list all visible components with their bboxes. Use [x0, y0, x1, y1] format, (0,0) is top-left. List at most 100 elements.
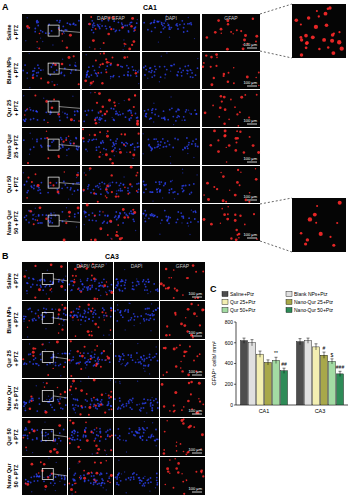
nucleus-stain [43, 316, 45, 318]
nucleus-stain [110, 238, 111, 239]
nucleus-stain [118, 103, 119, 104]
nucleus-stain [188, 142, 190, 144]
astrocyte-stain [213, 77, 215, 79]
nucleus-stain [159, 66, 161, 68]
astrocyte-stain [57, 191, 60, 194]
panel-label: A [2, 2, 9, 12]
astrocyte-stain [256, 94, 258, 96]
astrocyte-stain [333, 32, 335, 34]
astrocyte-stain [223, 73, 226, 76]
nucleus-stain [116, 182, 118, 184]
nucleus-stain [77, 189, 79, 191]
astrocyte-stain [325, 23, 329, 27]
nucleus-stain [124, 282, 126, 284]
nucleus-stain [35, 357, 37, 359]
astrocyte-stain [105, 71, 107, 73]
nucleus-stain [58, 281, 60, 283]
astrocyte-stain [129, 183, 131, 185]
nucleus-stain [110, 307, 112, 309]
row-label-line: Nano Qur [6, 209, 12, 235]
nucleus-stain [148, 319, 150, 321]
astrocyte-stain [94, 48, 96, 50]
nucleus-stain [127, 71, 129, 73]
nucleus-stain [105, 149, 107, 151]
nucleus-stain [197, 67, 199, 69]
nucleus-stain [173, 124, 174, 125]
nucleus-stain [177, 110, 178, 111]
scale-bar [192, 297, 202, 298]
micrograph [22, 128, 80, 165]
row-label-line: + PTZ [13, 62, 19, 78]
nucleus-stain [36, 111, 38, 113]
nucleus-stain [37, 309, 39, 311]
astrocyte-stain [176, 289, 179, 292]
astrocyte-stain [30, 395, 32, 397]
nucleus-stain [145, 402, 147, 404]
nucleus-stain [114, 147, 116, 149]
nucleus-stain [25, 219, 27, 221]
nucleus-stain [106, 315, 108, 317]
nucleus-stain [88, 376, 89, 377]
nucleus-stain [98, 73, 99, 74]
astrocyte-stain [108, 395, 110, 397]
nucleus-stain [85, 316, 87, 318]
astrocyte-stain [190, 381, 193, 384]
nucleus-stain [133, 319, 135, 321]
nucleus-stain [85, 406, 87, 408]
astrocyte-stain [58, 332, 60, 334]
micrograph [202, 166, 260, 203]
micrograph [22, 90, 80, 127]
nucleus-stain [49, 342, 50, 343]
astrocyte-stain [106, 110, 108, 112]
nucleus-stain [57, 189, 59, 191]
nucleus-stain [89, 85, 90, 86]
nucleus-stain [149, 354, 151, 356]
nucleus-stain [119, 358, 121, 360]
row-label: Saline+ PTZ [6, 24, 19, 40]
nucleus-stain [23, 402, 25, 404]
astrocyte-stain [49, 182, 51, 184]
nucleus-stain [102, 307, 104, 309]
nucleus-stain [156, 146, 158, 148]
nucleus-stain [48, 396, 49, 397]
nucleus-stain [140, 356, 142, 358]
nucleus-stain [160, 223, 161, 224]
row-label: Blank NPs+ PTZ [6, 306, 19, 333]
astrocyte-stain [123, 216, 126, 219]
nucleus-stain [118, 355, 120, 357]
nucleus-stain [169, 217, 171, 219]
nucleus-stain [115, 211, 117, 213]
astrocyte-stain [101, 311, 103, 313]
nucleus-stain [153, 121, 154, 122]
astrocyte-stain [111, 150, 113, 152]
astrocyte-stain [223, 123, 225, 125]
nucleus-stain [181, 75, 183, 77]
nucleus-stain [145, 281, 147, 283]
astrocyte-stain [228, 144, 231, 147]
astrocyte-stain [36, 41, 38, 43]
nucleus-stain [78, 20, 80, 22]
nucleus-stain [50, 217, 52, 219]
nucleus-stain [144, 185, 146, 187]
nucleus-stain [144, 74, 146, 76]
astrocyte-stain [183, 355, 185, 357]
astrocyte-stain [29, 407, 32, 410]
nucleus-stain [30, 149, 32, 151]
nucleus-stain [36, 22, 38, 24]
nucleus-stain [150, 318, 152, 320]
astrocyte-stain [99, 359, 101, 361]
nucleus-stain [51, 317, 52, 318]
nucleus-stain [26, 72, 28, 74]
nucleus-stain [33, 318, 35, 320]
astrocyte-stain [199, 324, 201, 326]
nucleus-stain [33, 278, 35, 280]
scale-bar-label: 100 μm [244, 194, 258, 199]
nucleus-stain [59, 21, 61, 23]
nucleus-stain [161, 23, 163, 25]
nucleus-stain [187, 73, 189, 75]
nucleus-stain [189, 193, 191, 195]
nucleus-stain [105, 291, 106, 292]
nucleus-stain [152, 357, 154, 359]
nucleus-stain [115, 111, 117, 113]
astrocyte-stain [82, 137, 84, 139]
